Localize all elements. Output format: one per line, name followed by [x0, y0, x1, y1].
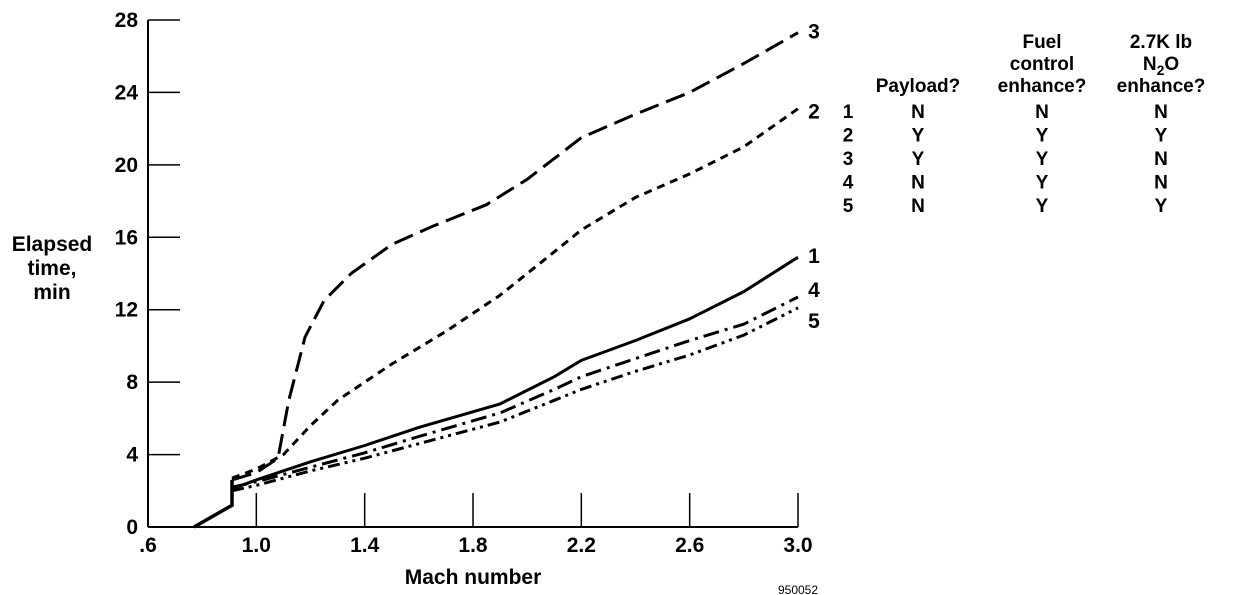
series-5-line: [231, 306, 799, 493]
table-cell: N: [1154, 149, 1168, 170]
table-header-line: control: [1010, 54, 1074, 75]
series-2-label: 2: [808, 101, 820, 124]
table-cell: Y: [912, 126, 925, 147]
x-tick-label: 1.0: [242, 534, 271, 557]
series-2-line: [231, 107, 799, 480]
table-header-line: enhance?: [1117, 76, 1206, 97]
y-axis-title-line: Elapsed: [12, 233, 93, 256]
table-header-line: 2.7K lb: [1130, 32, 1192, 53]
series-4-label: 4: [808, 279, 820, 302]
table-header-line: Fuel: [1022, 32, 1061, 53]
x-tick-label: 1.4: [350, 534, 380, 557]
table-header-n2o-part: O: [1164, 54, 1179, 75]
y-tick-label: 12: [115, 299, 138, 322]
table-row-id: 1: [843, 102, 854, 123]
series-5-label: 5: [808, 310, 820, 333]
series-3-label: 3: [808, 21, 820, 44]
y-tick-label: 28: [115, 9, 139, 32]
table-cell: N: [1154, 102, 1168, 123]
y-tick-label: 0: [126, 516, 138, 539]
series-1-line: [231, 255, 799, 491]
table-cell: N: [911, 173, 925, 194]
table-row-id: 3: [843, 149, 854, 170]
series-1-label: 1: [808, 245, 820, 268]
y-axis-title-line: min: [33, 281, 70, 304]
series-3-line: [231, 31, 799, 482]
y-tick-label: 20: [115, 154, 138, 177]
x-axis-title: Mach number: [405, 566, 542, 589]
figure-code: 950052: [778, 583, 818, 595]
table-row-id: 4: [843, 173, 854, 194]
x-tick-label: 2.6: [675, 534, 704, 557]
y-axis-title: Elapsed time, min: [12, 233, 93, 304]
y-tick-label: 24: [115, 81, 139, 104]
table-header-n2o-part: N: [1143, 54, 1157, 75]
y-tick-label: 4: [126, 444, 138, 467]
table-cell: N: [911, 196, 925, 217]
table-cell: Y: [912, 149, 925, 170]
y-tick-label: 16: [115, 226, 138, 249]
table-header-n2o-part: 2: [1157, 62, 1165, 78]
x-tick-label: 3.0: [783, 534, 812, 557]
x-tick-label: .6: [139, 534, 157, 557]
x-tick-label: 1.8: [458, 534, 488, 557]
series-4-line: [231, 295, 799, 489]
table-cell: N: [1035, 102, 1049, 123]
table-cell: Y: [1036, 173, 1049, 194]
x-tick-label: 2.2: [567, 534, 596, 557]
table-cell: Y: [1036, 149, 1049, 170]
common-start-line: [193, 479, 234, 529]
table-cell: N: [911, 102, 925, 123]
y-axis-title-line: time,: [27, 257, 76, 280]
table-header-line: Payload?: [876, 76, 960, 97]
table-header-n2o: N2O: [1143, 54, 1179, 78]
table-row-id: 5: [843, 196, 854, 217]
table-cell: Y: [1036, 126, 1049, 147]
table-header-line: enhance?: [998, 76, 1087, 97]
table-cell: Y: [1155, 196, 1168, 217]
table-cell: Y: [1155, 126, 1168, 147]
table-cell: Y: [1036, 196, 1049, 217]
table-row-id: 2: [843, 126, 854, 147]
y-tick-label: 8: [126, 371, 138, 394]
table-cell: N: [1154, 173, 1168, 194]
